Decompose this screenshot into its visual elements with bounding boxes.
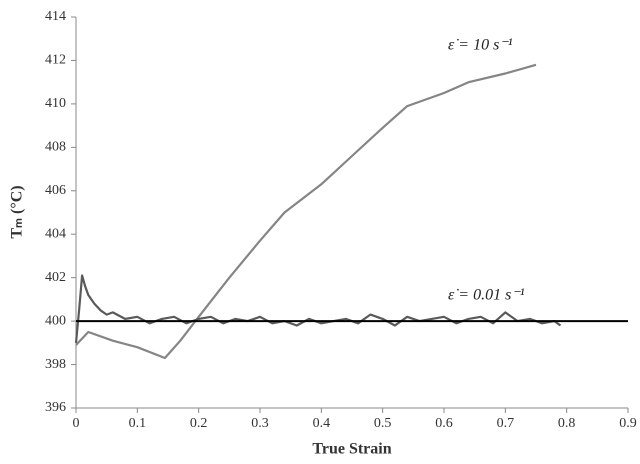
x-tick-label: 0.9 [619,416,637,431]
x-tick-label: 0.6 [435,416,453,431]
series-line [75,63,537,360]
y-tick-label: 398 [45,357,66,372]
x-tick-label: 0.5 [374,416,392,431]
x-axis-label: True Strain [312,441,391,458]
x-tick-label: 0.1 [129,416,147,431]
y-tick-label: 408 [45,140,66,155]
x-tick-label: 0.8 [558,416,576,431]
x-tick-label: 0.2 [190,416,208,431]
x-tick-label: 0 [73,416,80,431]
x-tick-label: 0.4 [313,416,331,431]
y-tick-label: 406 [45,183,66,198]
y-tick-label: 412 [45,53,66,68]
y-tick-label: 396 [45,400,66,415]
y-tick-label: 404 [45,226,66,241]
x-tick-label: 0.7 [497,416,515,431]
y-tick-label: 400 [45,313,66,328]
series-line [74,274,562,343]
y-tick-label: 414 [45,9,66,24]
y-tick-label: 410 [45,96,66,111]
y-axis-label: Tₘ (°C) [9,185,26,238]
y-tick-label: 402 [45,270,66,285]
annotation: ε̇ = 0.01 s⁻¹ [448,287,525,304]
annotation: ε̇ = 10 s⁻¹ [448,37,513,54]
x-tick-label: 0.3 [251,416,269,431]
